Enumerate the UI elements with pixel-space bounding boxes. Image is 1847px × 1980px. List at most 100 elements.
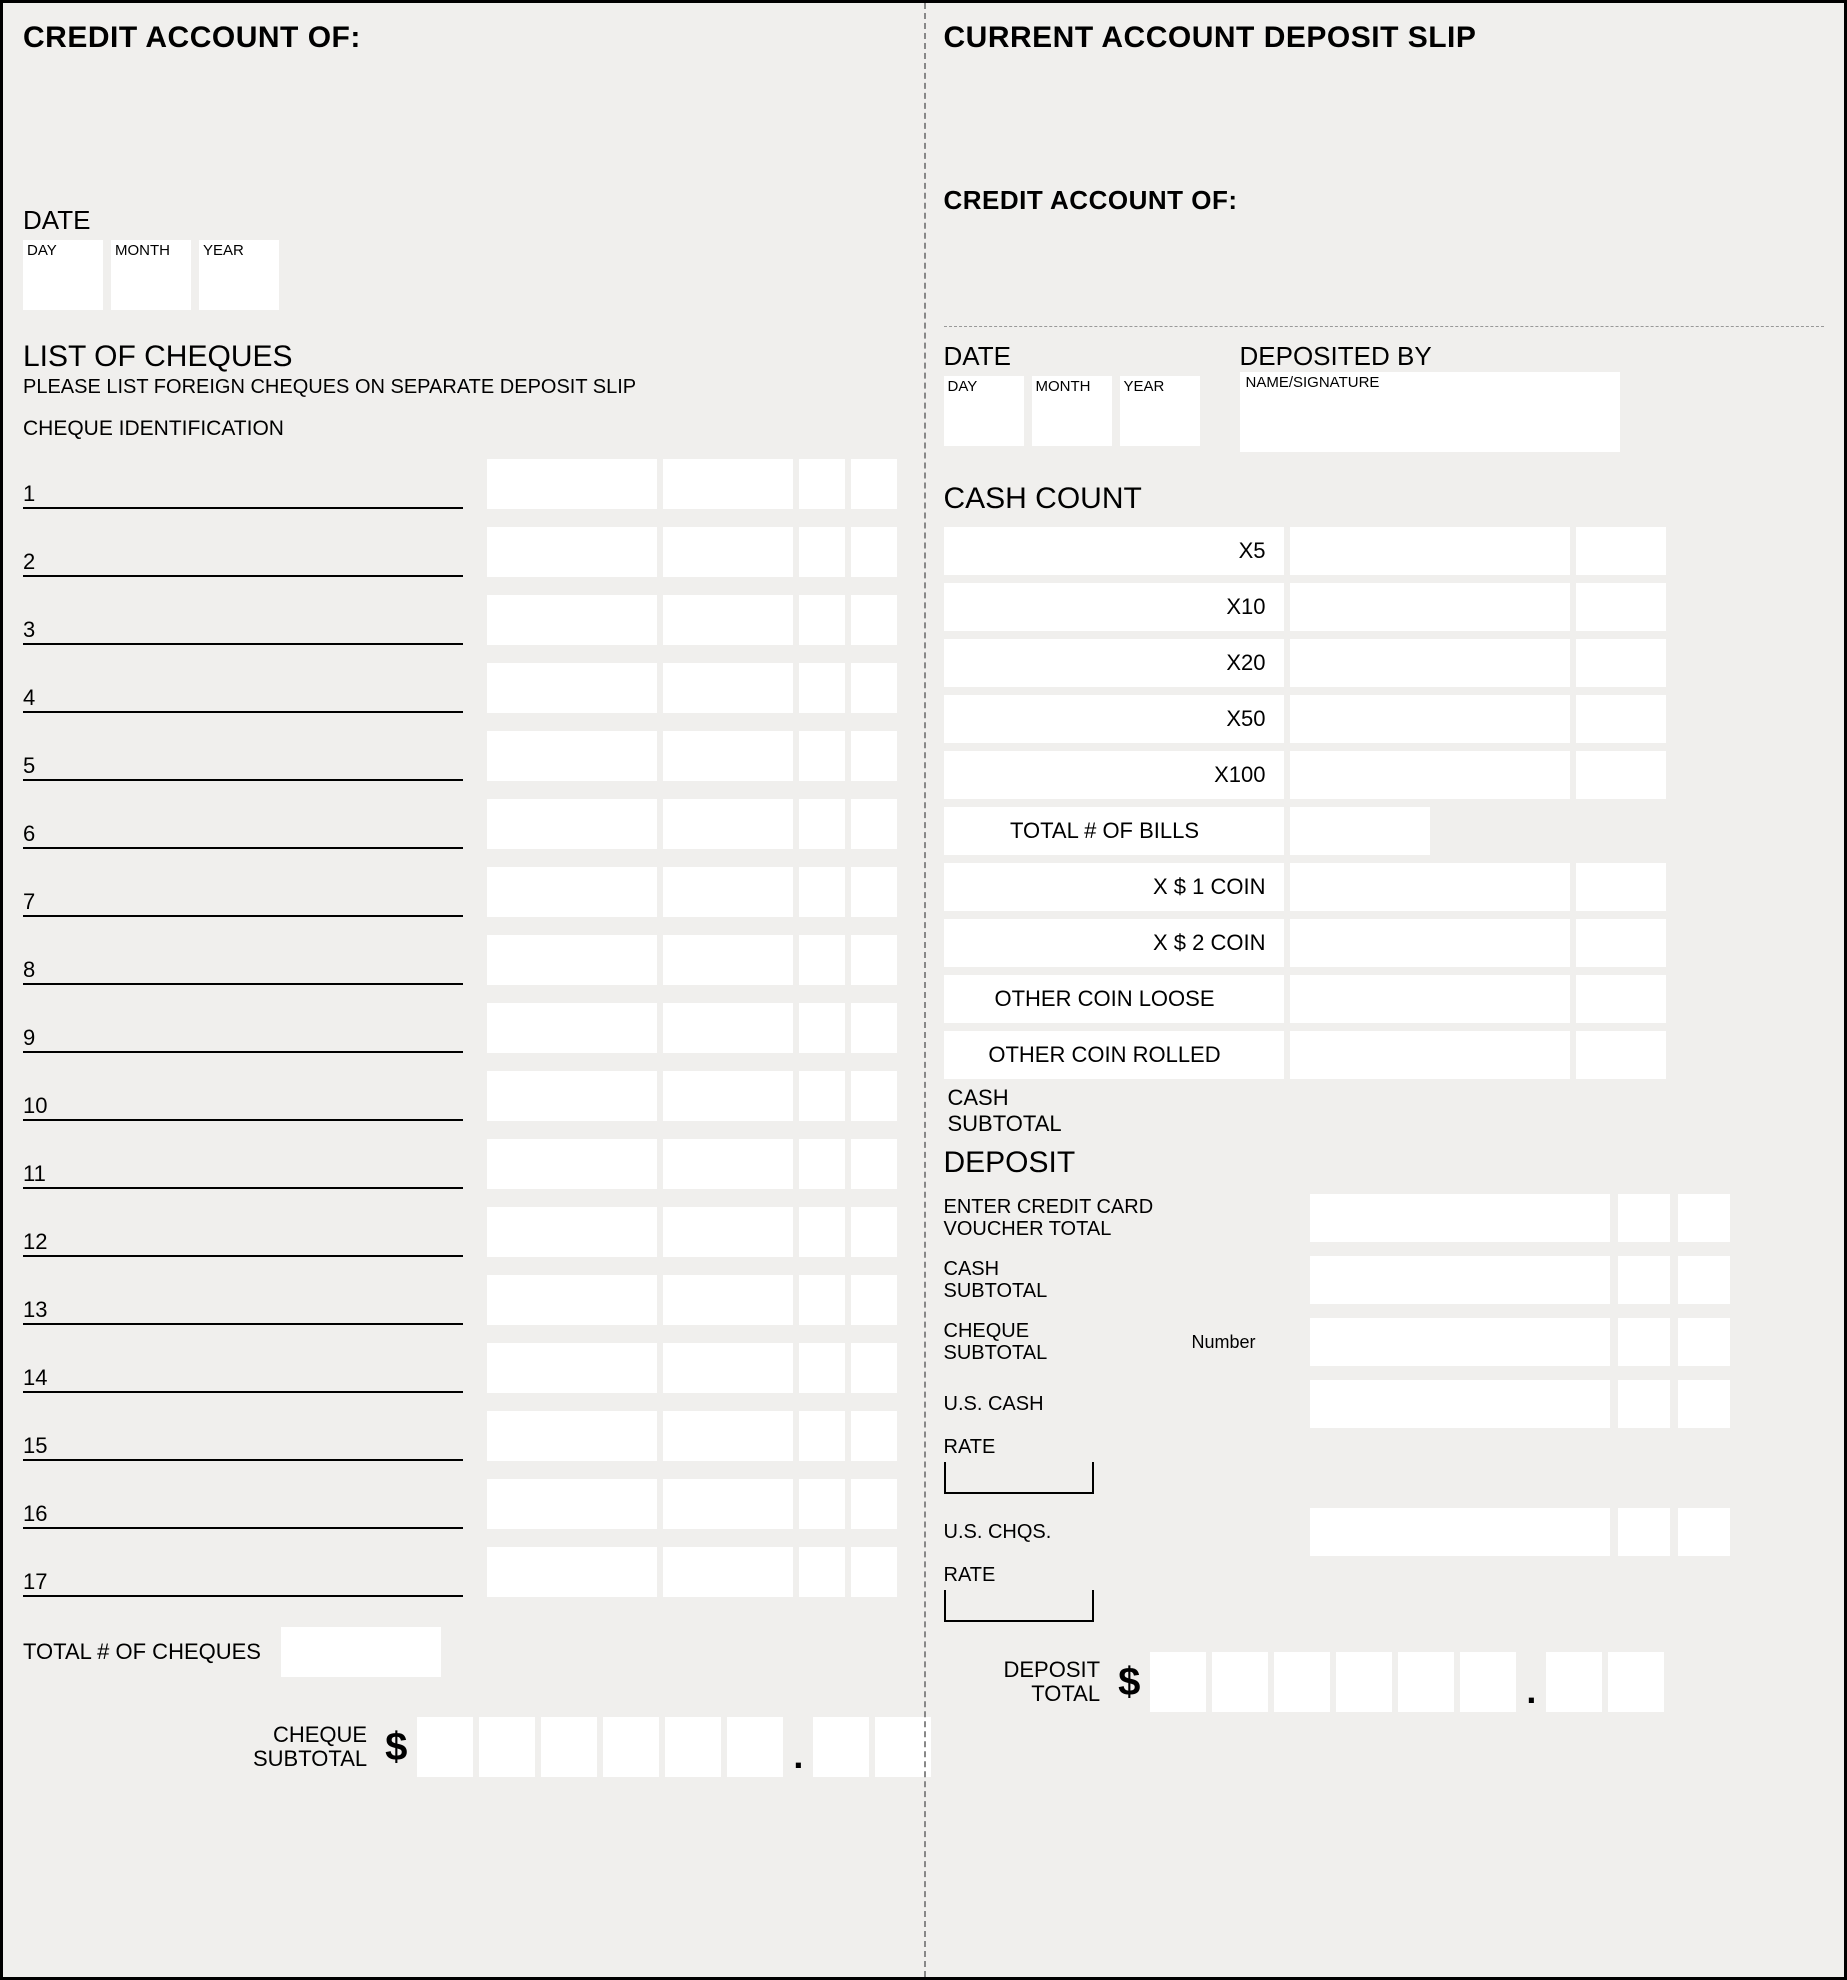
cheque-row: 12 — [23, 1201, 904, 1257]
coin2-cents[interactable] — [1576, 919, 1666, 967]
cash-denom-label: X5 — [944, 527, 1284, 575]
deposit-slip-header: CURRENT ACCOUNT DEPOSIT SLIP — [944, 21, 1825, 55]
rolled-label: OTHER COIN ROLLED — [944, 1031, 1284, 1079]
cheque-amount-cells[interactable] — [487, 1411, 897, 1461]
cheque-id-input[interactable]: 5 — [23, 751, 463, 781]
day-input-r[interactable]: DAY — [944, 376, 1024, 446]
cheque-amount-cells[interactable] — [487, 459, 897, 509]
total-bills-input[interactable] — [1290, 807, 1430, 855]
cheque-id-input[interactable]: 16 — [23, 1499, 463, 1529]
cheque-id-input[interactable]: 2 — [23, 547, 463, 577]
cash-cents-input[interactable] — [1576, 583, 1666, 631]
loose-amount[interactable] — [1290, 975, 1570, 1023]
cheque-id-input[interactable]: 3 — [23, 615, 463, 645]
cheque-id-input[interactable]: 7 — [23, 887, 463, 917]
rolled-amount[interactable] — [1290, 1031, 1570, 1079]
cheque-amount-cells[interactable] — [487, 1071, 897, 1121]
decimal-dot: . — [793, 1735, 803, 1777]
cheque-row: 7 — [23, 861, 904, 917]
cheque-amount-cells[interactable] — [487, 731, 897, 781]
month-input[interactable]: MONTH — [111, 240, 191, 310]
cash-amount-input[interactable] — [1290, 583, 1570, 631]
cash-row: X5 — [944, 526, 1825, 576]
loose-cents[interactable] — [1576, 975, 1666, 1023]
cheque-amount-cells[interactable] — [487, 663, 897, 713]
cheque-id-input[interactable]: 9 — [23, 1023, 463, 1053]
cheque-id-input[interactable]: 15 — [23, 1431, 463, 1461]
day-input[interactable]: DAY — [23, 240, 103, 310]
cheque-id-input[interactable]: 17 — [23, 1567, 463, 1597]
cheque-amount-cells[interactable] — [487, 1003, 897, 1053]
cheque-amount-cells[interactable] — [487, 1275, 897, 1325]
cheque-subtotal-dep-row: CHEQUESUBTOTAL Number — [944, 1318, 1825, 1366]
rolled-cents[interactable] — [1576, 1031, 1666, 1079]
cheque-amount-cells[interactable] — [487, 935, 897, 985]
cheque-row: 8 — [23, 929, 904, 985]
cc-voucher-row: ENTER CREDIT CARDVOUCHER TOTAL — [944, 1194, 1825, 1242]
rate-input-1[interactable] — [944, 1462, 1094, 1494]
cheque-id-input[interactable]: 12 — [23, 1227, 463, 1257]
cash-denom-label: X50 — [944, 695, 1284, 743]
cheque-amount-cells[interactable] — [487, 527, 897, 577]
cheque-sub-amount[interactable] — [1310, 1318, 1610, 1366]
date-label: DATE — [23, 205, 904, 236]
cheque-id-input[interactable]: 8 — [23, 955, 463, 985]
cheque-amount-cells[interactable] — [487, 1139, 897, 1189]
total-cheques-row: TOTAL # OF CHEQUES — [23, 1627, 904, 1677]
cheque-amount-cells[interactable] — [487, 799, 897, 849]
cheque-id-input[interactable]: 13 — [23, 1295, 463, 1325]
cash-cents-input[interactable] — [1576, 639, 1666, 687]
cc-c2[interactable] — [1678, 1194, 1730, 1242]
cheque-row: 5 — [23, 725, 904, 781]
cheque-id-input[interactable]: 14 — [23, 1363, 463, 1393]
us-cash-amount[interactable] — [1310, 1380, 1610, 1428]
coin1-amount[interactable] — [1290, 863, 1570, 911]
credit-account-label: CREDIT ACCOUNT OF: — [944, 185, 1825, 216]
cheque-row: 11 — [23, 1133, 904, 1189]
cheque-id-input[interactable]: 10 — [23, 1091, 463, 1121]
cc-c1[interactable] — [1618, 1194, 1670, 1242]
deposit-total-cells[interactable]: . — [1150, 1652, 1664, 1712]
cheque-id-input[interactable]: 6 — [23, 819, 463, 849]
coin1-label: X $ 1 COIN — [944, 863, 1284, 911]
cheque-amount-cells[interactable] — [487, 1207, 897, 1257]
credit-account-of-area: CREDIT ACCOUNT OF: — [944, 185, 1825, 327]
cash-amount-input[interactable] — [1290, 751, 1570, 799]
cash-count-title: CASH COUNT — [944, 482, 1825, 516]
cheque-id-input[interactable]: 1 — [23, 479, 463, 509]
cash-row: X100 — [944, 750, 1825, 800]
rate-row-2: RATE — [944, 1564, 1825, 1622]
year-input[interactable]: YEAR — [199, 240, 279, 310]
cash-denom-label: X10 — [944, 583, 1284, 631]
cheque-subtotal-row: CHEQUE SUBTOTAL $ . — [23, 1717, 904, 1777]
cheque-amount-cells[interactable] — [487, 595, 897, 645]
total-cheques-input[interactable] — [281, 1627, 441, 1677]
cash-cents-input[interactable] — [1576, 695, 1666, 743]
cash-amount-input[interactable] — [1290, 695, 1570, 743]
cheque-id-input[interactable]: 11 — [23, 1159, 463, 1189]
us-chqs-amount[interactable] — [1310, 1508, 1610, 1556]
month-input-r[interactable]: MONTH — [1032, 376, 1112, 446]
cash-sub-amount[interactable] — [1310, 1256, 1610, 1304]
coin2-amount[interactable] — [1290, 919, 1570, 967]
rate-row-1: RATE — [944, 1436, 1825, 1494]
cash-amount-input[interactable] — [1290, 527, 1570, 575]
cheque-id-input[interactable]: 4 — [23, 683, 463, 713]
deposited-by-input[interactable]: NAME/SIGNATURE — [1240, 372, 1620, 452]
cash-cents-input[interactable] — [1576, 751, 1666, 799]
cheque-amount-cells[interactable] — [487, 1343, 897, 1393]
cheque-row: 3 — [23, 589, 904, 645]
year-input-r[interactable]: YEAR — [1120, 376, 1200, 446]
cheque-amount-cells[interactable] — [487, 1479, 897, 1529]
cash-amount-input[interactable] — [1290, 639, 1570, 687]
total-cheques-label: TOTAL # OF CHEQUES — [23, 1639, 261, 1665]
cheque-amount-cells[interactable] — [487, 1547, 897, 1597]
cheque-subtotal-cells[interactable]: . — [417, 1717, 931, 1777]
cash-cents-input[interactable] — [1576, 527, 1666, 575]
cheque-row: 16 — [23, 1473, 904, 1529]
cheque-amount-cells[interactable] — [487, 867, 897, 917]
rate-input-2[interactable] — [944, 1590, 1094, 1622]
cc-amount[interactable] — [1310, 1194, 1610, 1242]
loose-label: OTHER COIN LOOSE — [944, 975, 1284, 1023]
coin1-cents[interactable] — [1576, 863, 1666, 911]
